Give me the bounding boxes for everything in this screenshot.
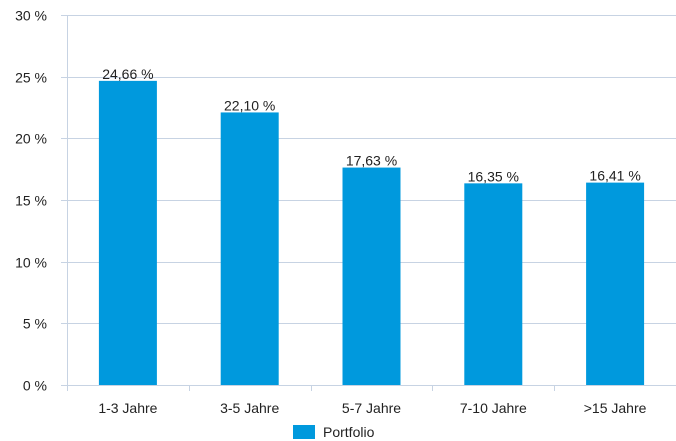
legend-swatch-portfolio <box>293 425 315 439</box>
label-layer: 0 % 5 % 10 % 15 % 20 % 25 % 30 % 24,66 % 1-3 Jah… <box>15 8 647 417</box>
bar-5 <box>586 182 645 385</box>
bar-layer <box>98 80 645 386</box>
y-tick-label: 10 % <box>15 255 47 271</box>
data-label-4: 16,35 % <box>468 168 519 184</box>
axis-layer <box>61 15 555 391</box>
data-label-5: 16,41 % <box>589 168 640 184</box>
data-label-1: 24,66 % <box>102 66 153 82</box>
y-tick-label: 5 % <box>23 316 47 332</box>
bar-1 <box>98 80 157 386</box>
y-tick-label: 15 % <box>15 193 47 209</box>
x-tick-label-4: 7-10 Jahre <box>460 400 527 416</box>
x-tick-label-2: 3-5 Jahre <box>220 400 279 416</box>
bar-3 <box>342 167 401 385</box>
bar-4 <box>464 183 523 385</box>
y-tick-label: 25 % <box>15 70 47 86</box>
x-tick-label-5: >15 Jahre <box>584 400 647 416</box>
x-tick-label-3: 5-7 Jahre <box>342 400 401 416</box>
data-label-2: 22,10 % <box>224 97 275 113</box>
legend: Portfolio <box>293 423 374 441</box>
x-tick-label-1: 1-3 Jahre <box>98 400 157 416</box>
data-label-3: 17,63 % <box>346 153 397 169</box>
y-tick-label: 30 % <box>15 8 47 24</box>
y-tick-label: 20 % <box>15 131 47 147</box>
y-tick-label: 0 % <box>23 378 47 394</box>
bar-2 <box>220 112 279 385</box>
legend-label-portfolio: Portfolio <box>323 424 375 440</box>
